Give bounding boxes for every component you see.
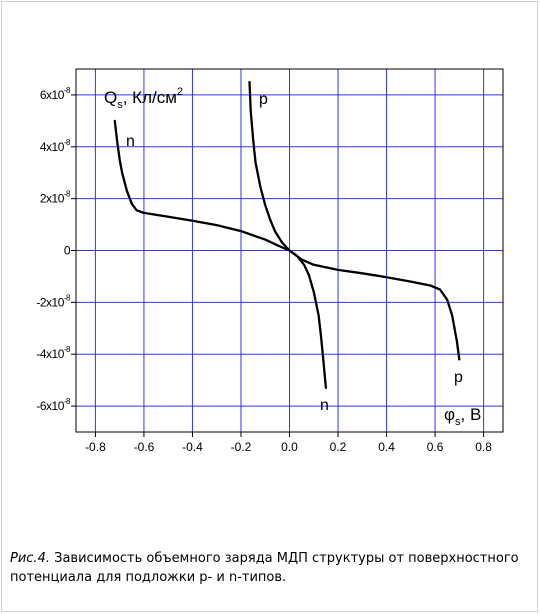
y-tick-label: 2x10-8: [40, 190, 71, 206]
series-layer: [113, 80, 461, 390]
x-tick-label: -0.8: [85, 440, 106, 454]
y-tick-label: -4x10-8: [36, 345, 71, 361]
x-tick-label: -0.2: [231, 440, 252, 454]
curve-label: p: [454, 369, 463, 386]
y-tick-label: 4x10-8: [40, 138, 71, 154]
x-tick-label: 0.4: [378, 440, 395, 454]
x-tick-label: 0.8: [475, 440, 492, 454]
curve-label: p: [259, 91, 268, 108]
y-tick-label: -6x10-8: [36, 397, 71, 413]
figure-caption: Рис.4. Зависимость объемного заряда МДП …: [10, 549, 530, 587]
caption-figure-label: Рис.4.: [10, 551, 50, 566]
curve-label: n: [126, 133, 135, 150]
chart: -0.8 -0.6 -0.4 -0.2 0.0 0.2 0.4 0.6 0.8 -6x10-8 -4…: [36, 68, 504, 454]
y-tick-label: 0: [64, 244, 71, 258]
caption-text: Зависимость объемного заряда МДП структу…: [10, 551, 519, 585]
y-tick-label: -2x10-8: [36, 293, 71, 309]
series-curve-p: [248, 80, 461, 361]
x-tick-label: 0.6: [427, 440, 444, 454]
y-tick-label: 6x10-8: [40, 86, 71, 102]
labels-layer: n n p p Qs, Кл/см2 φs, В: [104, 86, 481, 428]
x-tick-label: 0.2: [330, 440, 347, 454]
x-tick-label: -0.6: [134, 440, 155, 454]
axes: -0.8 -0.6 -0.4 -0.2 0.0 0.2 0.4 0.6 0.8 -6x10-8 -4…: [36, 68, 504, 454]
x-axis-label: φs, В: [444, 405, 481, 428]
y-axis-label: Qs, Кл/см2: [104, 86, 183, 111]
series-curve-n: [113, 119, 328, 390]
x-tick-label: 0.0: [281, 440, 298, 454]
curve-label: n: [320, 397, 329, 414]
x-tick-label: -0.4: [182, 440, 203, 454]
